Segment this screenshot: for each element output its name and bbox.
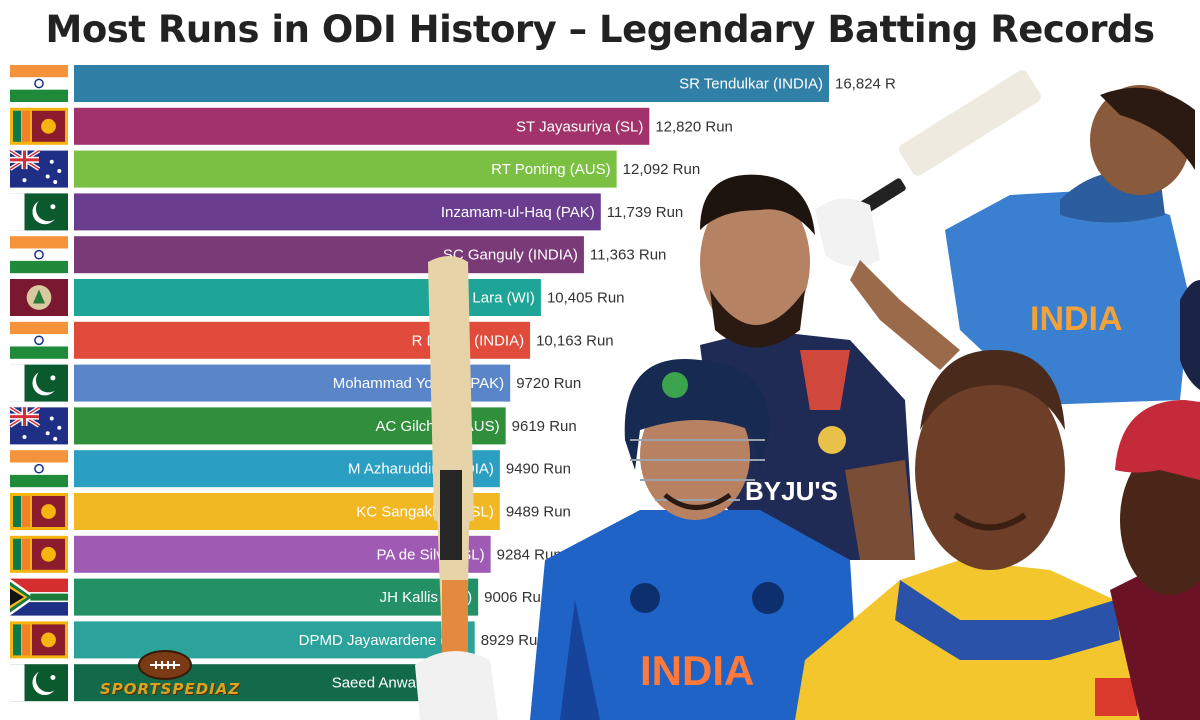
flag-pakistan-icon (10, 364, 68, 402)
flag-india-icon (10, 236, 68, 274)
bar (74, 535, 491, 573)
bar-label: BC Lara (WI) (447, 290, 535, 307)
helmet-edge-image (1180, 280, 1200, 390)
bar-value-label: 16,824 R (835, 76, 896, 93)
flag-india-icon (10, 65, 68, 102)
bar-value-label: 9720 Run (516, 375, 581, 392)
bar-row: M Azharuddin (INDIA) 9490 Run (10, 450, 571, 488)
flag-south-africa-icon (10, 578, 68, 616)
bar-row: DPMD Jayawardene (SL) 8929 Ru (10, 621, 538, 659)
bar-value-label: 9490 Run (506, 461, 571, 478)
logo-text: SPORTSPEDIAZ (100, 680, 241, 698)
page-title: Most Runs in ODI History – Legendary Bat… (45, 8, 1155, 51)
bar-label: SC Ganguly (INDIA) (443, 247, 578, 264)
bar-row: SC Ganguly (INDIA) 11,363 Run (10, 236, 666, 274)
bar-value-label: 8929 Ru (481, 632, 538, 649)
flag-australia-icon (8, 148, 68, 188)
bar (74, 236, 584, 274)
bar-label: RT Ponting (AUS) (491, 161, 611, 178)
flag-india-icon (10, 450, 68, 488)
svg-text:BYJU'S: BYJU'S (745, 476, 838, 506)
svg-text:INDIA: INDIA (640, 647, 754, 694)
bar-row: RT Ponting (AUS) 12,092 Run (8, 148, 701, 188)
bar (74, 107, 650, 145)
bar-label: SR Tendulkar (INDIA) (679, 76, 823, 93)
bar-value-label: 9006 Run (484, 589, 549, 606)
bar-value-label: 12,820 Run (655, 118, 733, 135)
bar-value-label: 10,163 Run (536, 332, 614, 349)
flag-west-indies-icon (10, 279, 68, 316)
bar (74, 493, 500, 530)
bar-value-label: 9619 Run (512, 418, 577, 435)
bar (74, 578, 479, 616)
flag-pakistan-icon (10, 664, 68, 702)
bar (74, 450, 500, 488)
bar (74, 621, 475, 659)
flag-sri-lanka-icon (10, 493, 68, 530)
bar-row: Saeed Anwar (PAK) (10, 664, 470, 702)
bar-value-label: 12,092 Run (623, 161, 701, 178)
player-kohli-image: BYJU'S (700, 174, 915, 560)
bar-row: Inzamam-ul-Haq (PAK) 11,739 Run (10, 193, 683, 231)
svg-text:INDIA: INDIA (1030, 300, 1123, 338)
player-lara-image (1110, 400, 1200, 720)
bar-value-label: 11,363 Run (590, 247, 666, 264)
bar-label: DPMD Jayawardene (SL) (299, 632, 469, 649)
bar-row: PA de Silva (SL) 9284 Run (10, 535, 562, 573)
bar-value-label: 11,739 Run (607, 204, 683, 221)
player-jayasuriya-image (795, 350, 1160, 720)
flag-australia-icon (8, 405, 68, 445)
bar (74, 150, 617, 188)
bar-value-label: 9284 Run (497, 546, 562, 563)
bar-value-label: 10,405 Run (547, 290, 625, 307)
flag-india-icon (10, 321, 68, 359)
bar-row: SR Tendulkar (INDIA) 16,824 R (10, 65, 896, 102)
bar-label: Inzamam-ul-Haq (PAK) (441, 204, 595, 221)
bar-row: ST Jayasuriya (SL) 12,820 Run (10, 107, 733, 145)
bar-row: JH Kallis (SA) 9006 Run (10, 578, 549, 616)
flag-sri-lanka-icon (10, 535, 68, 573)
bar-label: ST Jayasuriya (SL) (516, 118, 643, 135)
flag-sri-lanka-icon (10, 621, 68, 659)
flag-sri-lanka-icon (10, 107, 68, 145)
player-dhoni-image: INDIA (415, 256, 860, 720)
rugby-ball-icon (138, 650, 192, 680)
bar (74, 65, 829, 102)
sportspediaz-logo: SPORTSPEDIAZ (100, 648, 240, 708)
bar-value-label: 9489 Run (506, 504, 571, 521)
flag-pakistan-icon (10, 193, 68, 231)
bar (74, 193, 601, 231)
